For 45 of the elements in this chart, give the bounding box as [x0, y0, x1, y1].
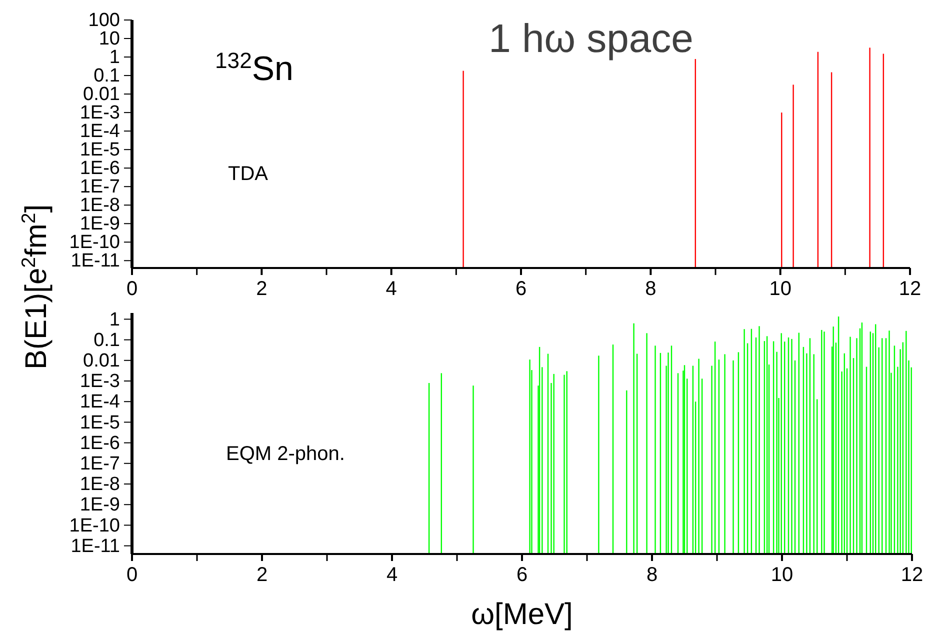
y-tick-label: 1E-4: [80, 392, 120, 413]
x-tick-label: 4: [386, 564, 398, 586]
y-tick-label: 1E-10: [69, 232, 120, 254]
x-tick-label: 10: [770, 564, 794, 586]
y-tick-label: 0.01: [83, 350, 120, 372]
y-tick-label: 1E-9: [80, 494, 120, 516]
x-tick-label: 2: [256, 564, 268, 586]
x-tick-label: 0: [126, 564, 138, 586]
y-tick-label: 1E-11: [70, 536, 120, 557]
x-tick-label: 6: [515, 278, 527, 300]
y-tick-label: 1E-3: [80, 102, 120, 124]
y-tick-label: 1E-7: [80, 176, 120, 198]
y-tick-label: 1E-8: [80, 474, 120, 496]
x-tick-label: 2: [256, 278, 268, 300]
x-tick-label: 12: [898, 278, 922, 300]
y-tick-label: 1E-4: [80, 121, 120, 142]
y-tick-label: 1E-9: [80, 214, 120, 235]
y-tick-label: 0.1: [94, 330, 120, 351]
y-tick-label: 1E-7: [80, 453, 120, 474]
y-tick-label: 1E-6: [80, 158, 120, 180]
y-tick-label: 10: [98, 28, 120, 50]
y-tick-label: 1E-11: [70, 250, 120, 272]
y-tick-label: 1E-5: [80, 140, 120, 161]
y-tick-label: 1E-10: [69, 515, 120, 536]
x-tick-label: 6: [516, 564, 528, 586]
annotation: EQM 2-phon.: [226, 443, 345, 465]
x-tick-label: 10: [769, 278, 792, 300]
x-tick-label: 0: [126, 278, 138, 300]
annotation: TDA: [228, 163, 269, 185]
y-tick-label: 1E-3: [80, 371, 120, 392]
y-tick-label: 1E-5: [80, 412, 120, 434]
chart-title: 1 hω space: [488, 17, 694, 61]
y-tick-label: 1E-8: [80, 195, 120, 216]
x-tick-label: 12: [900, 564, 924, 586]
x-tick-label: 8: [646, 564, 658, 586]
annotation: $^{132}$Sn: [215, 48, 294, 88]
y-tick-label: 1E-6: [80, 432, 120, 454]
y-tick-label: 0.01: [83, 84, 120, 106]
x-axis-title: ω[MeV]: [471, 598, 573, 631]
x-tick-label: 8: [645, 278, 656, 300]
y-tick-label: 1: [109, 47, 120, 68]
y-tick-label: 1: [109, 309, 120, 330]
y-tick-label: 100: [88, 10, 120, 32]
x-tick-label: 4: [386, 278, 397, 300]
y-tick-label: 0.1: [94, 66, 120, 87]
